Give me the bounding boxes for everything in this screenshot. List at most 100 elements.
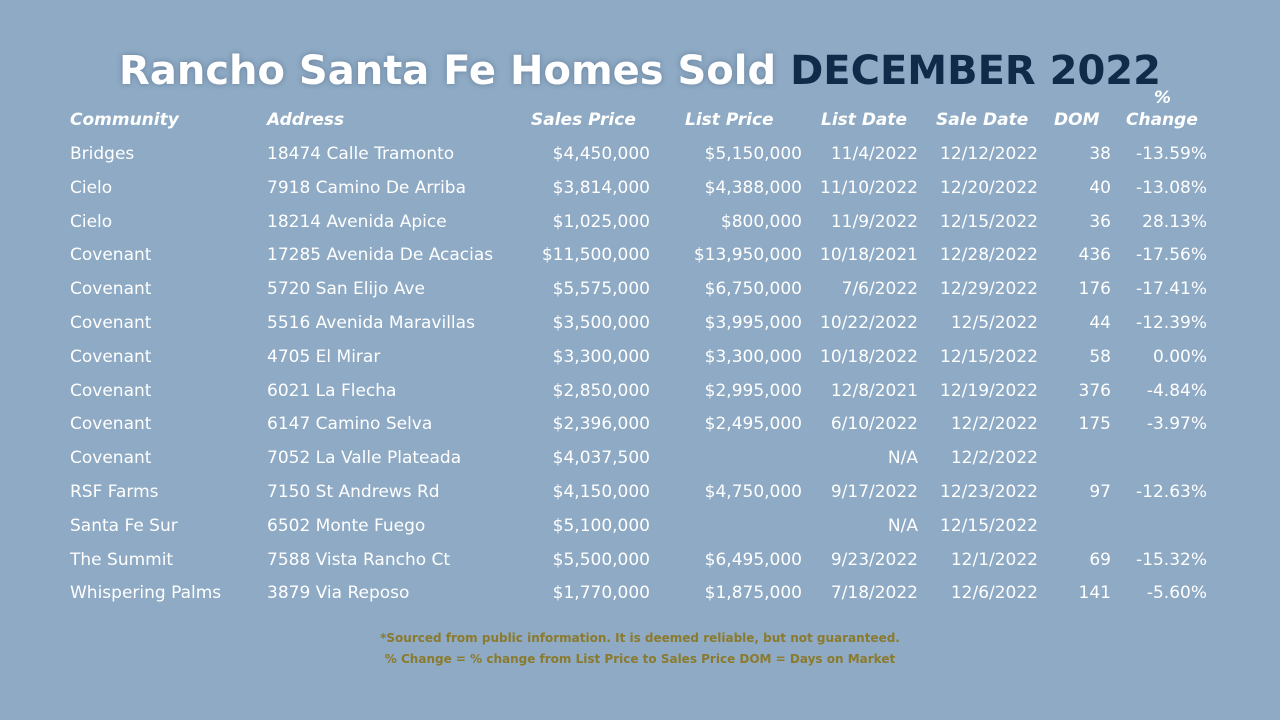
dom-cell: 176 <box>1078 279 1111 300</box>
list-date-cell: 11/9/2022 <box>830 211 918 232</box>
sales-price-cell: $4,150,000 <box>552 481 650 502</box>
community-cell: Covenant <box>70 448 152 469</box>
community-cell: Covenant <box>70 245 152 266</box>
sale-date-cell: 12/2/2022 <box>950 448 1038 469</box>
pct-change-cell: -12.63% <box>1136 481 1207 502</box>
header-community: Community <box>70 110 179 130</box>
list-date-cell: 10/18/2021 <box>820 245 918 266</box>
list-date-cell: 12/8/2021 <box>830 380 918 401</box>
address-cell: 7918 Camino De Arriba <box>267 177 467 198</box>
sale-date-cell: 12/15/2022 <box>940 346 1038 367</box>
sales-price-cell: $3,814,000 <box>552 177 650 198</box>
table-row: Covenant 5516 Avenida Maravillas $3,500,00… <box>0 307 1280 341</box>
pct-change-cell: -13.59% <box>1136 144 1207 164</box>
sales-price-cell: $4,037,500 <box>552 448 650 469</box>
table-row: RSF Farms 7150 St Andrews Rd $4,150,000 $4,… <box>0 476 1280 510</box>
pct-change-cell: -12.39% <box>1136 312 1207 333</box>
list-price-cell: $3,300,000 <box>704 346 802 367</box>
sales-price-cell: $2,850,000 <box>552 380 650 401</box>
sale-date-cell: 12/12/2022 <box>940 144 1038 164</box>
sales-price-cell: $4,450,000 <box>552 144 650 164</box>
dom-cell: 376 <box>1078 380 1111 401</box>
list-price-cell: $4,750,000 <box>704 481 802 502</box>
page-title: Rancho Santa Fe Homes Sold DECEMBER 2022 <box>0 48 1280 94</box>
community-cell: Whispering Palms <box>70 583 222 604</box>
dom-cell: 58 <box>1089 346 1111 367</box>
list-price-cell: $5,150,000 <box>704 144 802 164</box>
dom-cell: 436 <box>1078 245 1111 266</box>
header-list-date: List Date <box>821 110 908 130</box>
sales-price-cell: $3,500,000 <box>552 312 650 333</box>
list-price-cell: $13,950,000 <box>693 245 802 266</box>
dom-cell: 141 <box>1078 583 1111 604</box>
header-pct-symbol: % <box>1154 88 1172 108</box>
pct-change-cell: 0.00% <box>1152 346 1207 367</box>
table-row: Bridges 18474 Calle Tramonto $4,450,000 $5,… <box>0 138 1280 172</box>
community-cell: Cielo <box>70 177 113 198</box>
list-price-cell: $4,388,000 <box>704 177 802 198</box>
community-cell: Covenant <box>70 346 152 367</box>
list-date-cell: 7/6/2022 <box>841 279 918 300</box>
table-row: Covenant 6021 La Flecha $2,850,000 $2,995,0… <box>0 375 1280 409</box>
community-cell: Covenant <box>70 312 152 333</box>
pct-change-cell: -15.32% <box>1136 549 1207 570</box>
dom-cell: 38 <box>1089 144 1111 164</box>
list-date-cell: N/A <box>887 515 918 536</box>
header-address: Address <box>267 110 345 130</box>
pct-change-cell: -13.08% <box>1136 177 1207 198</box>
sale-date-cell: 12/28/2022 <box>940 245 1038 266</box>
dom-cell: 175 <box>1078 414 1111 435</box>
title-accent: DECEMBER 2022 <box>790 48 1161 94</box>
community-cell: Covenant <box>70 279 152 300</box>
sale-date-cell: 12/1/2022 <box>950 549 1038 570</box>
list-price-cell: $6,750,000 <box>704 279 802 300</box>
table-row: Covenant 6147 Camino Selva $2,396,000 $2,49… <box>0 408 1280 442</box>
header-list-price: List Price <box>685 110 774 130</box>
table-row: Covenant 7052 La Valle Plateada $4,037,500… <box>0 442 1280 476</box>
list-date-cell: 9/17/2022 <box>830 481 918 502</box>
header-dom: DOM <box>1054 110 1100 130</box>
dom-cell: 40 <box>1089 177 1111 198</box>
pct-change-cell: -17.41% <box>1136 279 1207 300</box>
address-cell: 5720 San Elijo Ave <box>267 279 425 300</box>
address-cell: 7052 La Valle Plateada <box>267 448 462 469</box>
pct-change-cell: 28.13% <box>1142 211 1207 232</box>
address-cell: 7150 St Andrews Rd <box>267 481 440 502</box>
sales-price-cell: $1,025,000 <box>552 211 650 232</box>
table-row: Covenant 17285 Avenida De Acacias $11,500,… <box>0 239 1280 273</box>
table-row: Covenant 5720 San Elijo Ave $5,575,000 $6,7… <box>0 273 1280 307</box>
community-cell: RSF Farms <box>70 481 159 502</box>
sales-price-cell: $5,500,000 <box>552 549 650 570</box>
footer-disclaimer: *Sourced from public information. It is … <box>380 631 900 645</box>
table-row: Cielo 7918 Camino De Arriba $3,814,000 $4,3… <box>0 172 1280 206</box>
sale-date-cell: 12/2/2022 <box>950 414 1038 435</box>
sales-price-cell: $2,396,000 <box>552 414 650 435</box>
footer-legend: % Change = % change from List Price to S… <box>384 652 896 666</box>
list-date-cell: 10/18/2022 <box>820 346 918 367</box>
community-cell: Covenant <box>70 414 152 435</box>
address-cell: 4705 El Mirar <box>267 346 381 367</box>
sale-date-cell: 12/15/2022 <box>940 515 1038 536</box>
dom-cell: 69 <box>1089 549 1111 570</box>
community-cell: The Summit <box>70 549 174 570</box>
sales-price-cell: $11,500,000 <box>541 245 650 266</box>
dom-cell: 44 <box>1089 312 1111 333</box>
table-row: Santa Fe Sur 6502 Monte Fuego $5,100,000 N/… <box>0 510 1280 544</box>
list-date-cell: 6/10/2022 <box>830 414 918 435</box>
community-cell: Bridges <box>70 144 135 164</box>
list-price-cell: $3,995,000 <box>704 312 802 333</box>
community-cell: Santa Fe Sur <box>70 515 178 536</box>
list-date-cell: 11/4/2022 <box>830 144 918 164</box>
table-header: Community Address Sales Price List Price… <box>0 88 1280 132</box>
list-price-cell: $2,495,000 <box>704 414 802 435</box>
sale-date-cell: 12/6/2022 <box>950 583 1038 604</box>
table-row: Cielo 18214 Avenida Apice $1,025,000 $800,0… <box>0 206 1280 240</box>
header-sale-date: Sale Date <box>936 110 1029 130</box>
address-cell: 6147 Camino Selva <box>267 414 433 435</box>
list-date-cell: N/A <box>887 448 918 469</box>
list-date-cell: 11/10/2022 <box>820 177 918 198</box>
address-cell: 6502 Monte Fuego <box>267 515 426 536</box>
list-price-cell: $1,875,000 <box>704 583 802 604</box>
sales-table-body: Bridges 18474 Calle Tramonto $4,450,000 $5,… <box>0 138 1280 611</box>
sale-date-cell: 12/15/2022 <box>940 211 1038 232</box>
